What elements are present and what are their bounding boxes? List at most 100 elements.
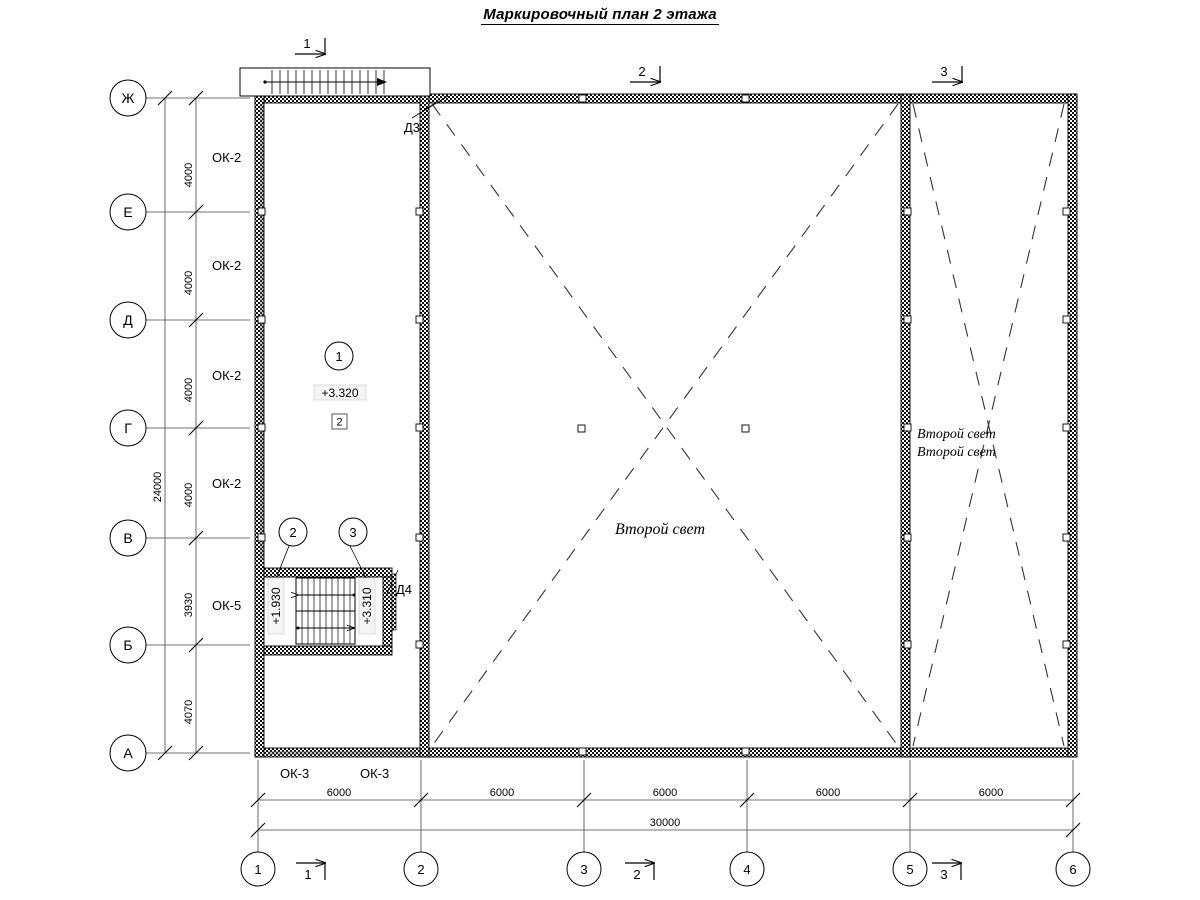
void-right-label-line1: Второй свет <box>917 427 996 442</box>
page-title: Маркировочный план 2 этажа <box>0 6 1200 25</box>
dim-h-1: 6000 <box>327 787 351 799</box>
section-mark-3-top-label: 3 <box>940 64 947 79</box>
door-d3-label: Д3 <box>404 120 420 135</box>
dim-h-3: 6000 <box>653 787 677 799</box>
room-level-value: +3.320 <box>321 386 358 400</box>
axis-label-g: Г <box>124 420 132 436</box>
stair-leader-3-label: 3 <box>349 525 356 540</box>
dim-v-3: 4000 <box>183 378 195 402</box>
axis-label-3: 3 <box>580 862 587 877</box>
axis-circle-2[interactable]: 2 <box>403 838 439 887</box>
stair-level-upper: +3.310 <box>358 577 376 635</box>
window-labels-bottom: ОК-3 ОК-3 <box>280 766 389 781</box>
window-label-ok3-left: ОК-3 <box>280 766 309 781</box>
stair-leader-2[interactable]: 2 <box>276 517 308 577</box>
section-mark-1-bottom[interactable]: 1 <box>296 863 325 882</box>
axis-label-b: Б <box>123 637 132 653</box>
axis-label-2: 2 <box>417 862 424 877</box>
section-mark-2-bottom-label: 2 <box>633 867 640 882</box>
column-markers <box>257 94 1071 756</box>
section-mark-2-top-label: 2 <box>638 64 645 79</box>
void-center-cross <box>431 103 899 747</box>
void-center-label: Второй свет <box>615 521 705 538</box>
dim-v-5: 3930 <box>183 593 195 617</box>
stair-leader-2-label: 2 <box>289 525 296 540</box>
stair-level-upper-value: +3.310 <box>360 587 374 624</box>
vertical-dimension-chain <box>146 97 250 754</box>
section-mark-3-bottom-label: 3 <box>940 867 947 882</box>
door-d3: Д3 <box>404 95 449 135</box>
horizontal-dimension-values: 6000 6000 6000 6000 6000 30000 <box>327 787 1003 829</box>
window-label-ok2-b: ОК-2 <box>212 258 241 273</box>
dimension-ticks-vertical <box>157 90 204 761</box>
axis-circle-a[interactable]: А <box>109 734 147 772</box>
dim-h-5: 6000 <box>979 787 1003 799</box>
section-mark-3-bottom[interactable]: 3 <box>932 863 961 882</box>
vertical-dimension-values: 4000 4000 4000 4000 3930 4070 24000 <box>152 163 195 724</box>
window-labels-left: ОК-2 ОК-2 ОК-2 ОК-2 ОК-5 <box>212 150 241 613</box>
axis-circle-e[interactable]: Е <box>109 193 147 231</box>
window-label-ok2-d: ОК-2 <box>212 476 241 491</box>
dim-h-4: 6000 <box>816 787 840 799</box>
axis-circles-horizontal: 1 2 3 4 5 <box>240 838 1091 887</box>
section-mark-2-top[interactable]: 2 <box>630 64 660 83</box>
axis-label-4: 4 <box>743 862 750 877</box>
dim-v-2: 4000 <box>183 271 195 295</box>
axis-label-zh: Ж <box>122 90 135 106</box>
axis-label-d: Д <box>123 312 133 328</box>
window-label-ok2-a: ОК-2 <box>212 150 241 165</box>
axis-circle-1[interactable]: 1 <box>240 838 276 887</box>
axis-circle-g[interactable]: Г <box>109 409 147 447</box>
room-tag-value: 2 <box>336 417 342 429</box>
room-tag-box: 2 <box>331 413 348 430</box>
dim-h-total: 30000 <box>650 817 681 829</box>
dim-v-4: 4000 <box>183 483 195 507</box>
window-label-ok5: ОК-5 <box>212 598 241 613</box>
section-mark-1-bottom-label: 1 <box>304 867 311 882</box>
axis-label-6: 6 <box>1069 862 1076 877</box>
void-right-label: Второй свет Второй свет <box>917 427 996 460</box>
stair-level-lower-value: +1.930 <box>269 587 283 624</box>
exterior-stair-ramp <box>239 67 431 97</box>
interior-staircase <box>263 567 393 656</box>
door-d4: Д4 <box>385 569 412 631</box>
stair-leader-3[interactable]: 3 <box>338 517 368 579</box>
dim-v-6: 4070 <box>183 700 195 724</box>
dimension-ticks-horizontal <box>250 792 1081 838</box>
exterior-walls <box>254 93 1078 758</box>
axis-circle-b[interactable]: Б <box>109 626 147 664</box>
section-mark-1-top-label: 1 <box>303 36 310 51</box>
room-1-marker[interactable]: 1 <box>324 341 354 371</box>
dim-h-2: 6000 <box>490 787 514 799</box>
axis-label-5: 5 <box>906 862 913 877</box>
room-1-label: 1 <box>335 349 342 364</box>
room-level-mark: +3.320 <box>313 384 367 401</box>
void-right-label-line2: Второй свет <box>917 445 996 460</box>
axis-circle-d[interactable]: Д <box>109 301 147 339</box>
section-mark-2-bottom[interactable]: 2 <box>625 863 654 882</box>
axis-circle-3[interactable]: 3 <box>566 838 602 887</box>
dim-v-total: 24000 <box>152 472 164 503</box>
axis-label-v: В <box>123 530 132 546</box>
glazing-lines <box>260 104 416 755</box>
section-mark-1-top[interactable]: 1 <box>295 36 325 55</box>
axis-circle-zh[interactable]: Ж <box>109 79 147 117</box>
axis-circles-vertical: Ж Е Д Г В Б А <box>109 79 147 772</box>
axis-circle-v[interactable]: В <box>109 519 147 557</box>
axis-label-a: А <box>123 745 133 761</box>
axis-label-1: 1 <box>254 862 261 877</box>
axis-circle-6[interactable]: 6 <box>1055 838 1091 887</box>
horizontal-dimension-chain <box>257 760 1074 838</box>
window-label-ok2-c: ОК-2 <box>212 368 241 383</box>
axis-label-e: Е <box>123 204 132 220</box>
dim-v-1: 4000 <box>183 163 195 187</box>
stair-level-lower: +1.930 <box>267 577 285 635</box>
section-mark-3-top[interactable]: 3 <box>932 64 962 83</box>
axis-circle-5[interactable]: 5 <box>892 838 928 887</box>
door-d4-label: Д4 <box>396 582 412 597</box>
page-title-text: Маркировочный план 2 этажа <box>481 6 719 25</box>
axis-circle-4[interactable]: 4 <box>729 838 765 887</box>
void-right-cross <box>912 103 1065 747</box>
